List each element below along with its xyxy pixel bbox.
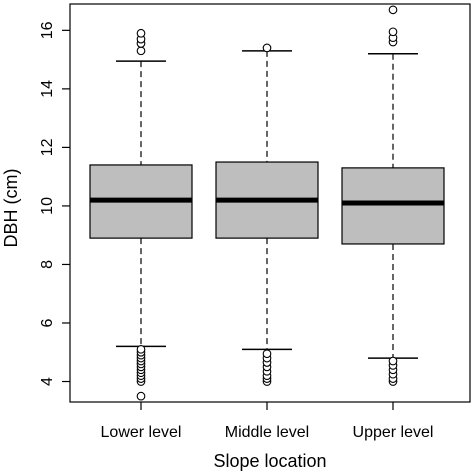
y-tick-label: 14	[39, 80, 56, 98]
x-tick-label: Lower level	[101, 424, 182, 441]
box-middle-level	[215, 43, 319, 386]
outlier-point	[262, 43, 272, 53]
y-tick-label: 8	[39, 260, 56, 269]
plot-frame	[69, 3, 471, 403]
y-tick-label: 12	[39, 138, 56, 156]
x-axis-label: Slope location	[213, 451, 326, 471]
outlier-point	[388, 27, 398, 37]
y-tick-label: 6	[39, 318, 56, 327]
iqr-box	[341, 167, 445, 245]
boxes-layer	[89, 5, 445, 401]
x-axis: Lower level Middle level Upper level	[101, 402, 434, 441]
outlier-point	[136, 28, 146, 38]
outlier-point	[136, 46, 146, 56]
y-tick-label: 10	[39, 197, 56, 215]
outlier-point	[136, 344, 146, 354]
box-upper-level	[341, 5, 445, 386]
outlier-point	[388, 356, 398, 366]
y-tick-label: 4	[39, 377, 56, 386]
y-tick-label: 16	[39, 21, 56, 39]
outlier-point	[262, 349, 272, 359]
y-axis: 4 6 8 10 12 14 16	[39, 21, 70, 386]
y-axis-label: DBH (cm)	[1, 169, 21, 248]
x-tick-label: Middle level	[225, 424, 309, 441]
box-lower-level	[89, 28, 193, 401]
outlier-point	[136, 391, 146, 401]
x-tick-label: Upper level	[353, 424, 434, 441]
outlier-point	[388, 5, 398, 15]
